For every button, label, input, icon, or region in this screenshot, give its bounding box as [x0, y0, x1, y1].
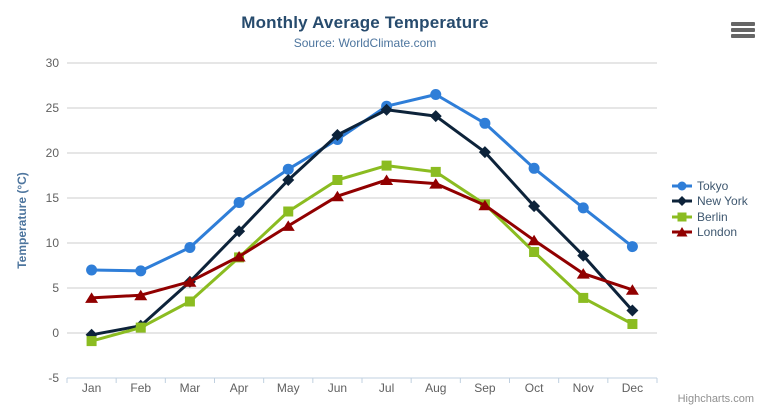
legend: Tokyo New York Berlin London [672, 178, 748, 240]
series-marker-london[interactable] [232, 251, 246, 262]
y-axis-label: 30 [46, 56, 60, 70]
series-marker-berlin[interactable] [381, 160, 392, 171]
legend-symbol-diamond [672, 196, 692, 207]
legend-symbol-square [672, 212, 692, 222]
x-axis-label: Mar [180, 381, 201, 395]
series-marker-tokyo[interactable] [86, 264, 98, 276]
legend-label: London [697, 225, 738, 240]
series-marker-new-york[interactable] [331, 129, 344, 141]
hamburger-menu-icon [731, 22, 755, 26]
series-marker-new-york[interactable] [528, 200, 541, 213]
series-marker-london[interactable] [134, 289, 148, 301]
series-line-berlin[interactable] [91, 164, 634, 343]
series-marker-berlin[interactable] [283, 206, 294, 217]
series-marker-berlin[interactable] [529, 247, 540, 257]
series-marker-berlin[interactable] [627, 319, 638, 329]
series-marker-new-york[interactable] [233, 225, 246, 238]
hamburger-menu-icon [731, 28, 755, 32]
series-marker-london[interactable] [281, 220, 295, 231]
legend-symbol-triangle [672, 227, 692, 237]
series-marker-london[interactable] [625, 284, 639, 295]
series-marker-tokyo[interactable] [479, 117, 491, 129]
y-axis-label: 10 [46, 236, 60, 250]
series-marker-berlin[interactable] [184, 296, 195, 307]
series-marker-berlin[interactable] [578, 292, 589, 303]
y-axis-label: 0 [52, 326, 59, 340]
series-marker-london[interactable] [429, 178, 443, 189]
series-marker-tokyo[interactable] [430, 89, 442, 100]
chart-subtitle: Source: WorldClimate.com [293, 36, 437, 50]
export-menu-button[interactable] [730, 21, 756, 39]
series-marker-tokyo[interactable] [184, 242, 196, 253]
series-marker-new-york[interactable] [626, 304, 639, 317]
series-marker-london[interactable] [527, 234, 541, 246]
series-marker-london[interactable] [380, 174, 394, 186]
x-axis-label: Dec [622, 381, 643, 395]
y-axis-title: Temperature (°C) [15, 172, 29, 269]
chart-title: Monthly Average Temperature [241, 13, 489, 32]
legend-item-berlin[interactable]: Berlin [672, 209, 748, 225]
legend-label: Berlin [697, 209, 728, 224]
hamburger-menu-icon [731, 34, 755, 38]
series-line-new-york[interactable] [91, 108, 634, 337]
x-axis-label: Sep [474, 381, 496, 395]
y-axis-label: 15 [46, 191, 60, 205]
series-marker-tokyo[interactable] [577, 202, 589, 214]
series-marker-new-york[interactable] [478, 146, 491, 159]
series-marker-tokyo[interactable] [282, 163, 294, 175]
series-marker-new-york[interactable] [380, 103, 393, 116]
legend-symbol-circle [672, 181, 692, 191]
y-axis-label: 20 [46, 146, 60, 160]
x-axis-label: Jan [82, 381, 101, 395]
series-marker-tokyo[interactable] [135, 265, 147, 277]
legend-label: New York [697, 194, 748, 209]
x-axis-label: Aug [425, 381, 446, 395]
series-marker-london[interactable] [183, 276, 197, 287]
series-marker-berlin[interactable] [430, 166, 441, 177]
series-marker-london[interactable] [330, 190, 344, 202]
x-axis-label: Jun [328, 381, 347, 395]
y-axis-label: -5 [48, 371, 59, 385]
y-axis-label: 25 [46, 101, 60, 115]
x-axis-label: May [277, 381, 300, 395]
series-marker-london[interactable] [478, 199, 492, 211]
legend-item-new-york[interactable]: New York [672, 194, 748, 210]
x-axis-label: Jul [379, 381, 394, 395]
series-line-london[interactable] [91, 178, 633, 300]
x-axis-label: Nov [573, 381, 594, 395]
series-marker-new-york[interactable] [429, 110, 442, 123]
x-axis-label: Apr [230, 381, 249, 395]
y-axis-label: 5 [52, 281, 59, 295]
legend-item-london[interactable]: London [672, 225, 748, 241]
series-marker-berlin[interactable] [86, 336, 97, 347]
x-axis-label: Feb [130, 381, 151, 395]
series-marker-tokyo[interactable] [528, 162, 540, 174]
series-marker-london[interactable] [85, 292, 99, 303]
series-marker-tokyo[interactable] [626, 241, 638, 253]
x-axis-label: Oct [525, 381, 544, 395]
legend-label: Tokyo [697, 178, 729, 193]
series-marker-london[interactable] [576, 268, 590, 279]
legend-item-tokyo[interactable]: Tokyo [672, 178, 748, 194]
series-marker-new-york[interactable] [577, 249, 590, 262]
series-marker-berlin[interactable] [135, 322, 146, 333]
series-marker-berlin[interactable] [332, 175, 343, 185]
credits-link[interactable]: Highcharts.com [677, 393, 754, 405]
series-marker-new-york[interactable] [282, 174, 295, 186]
series-marker-tokyo[interactable] [233, 197, 245, 208]
